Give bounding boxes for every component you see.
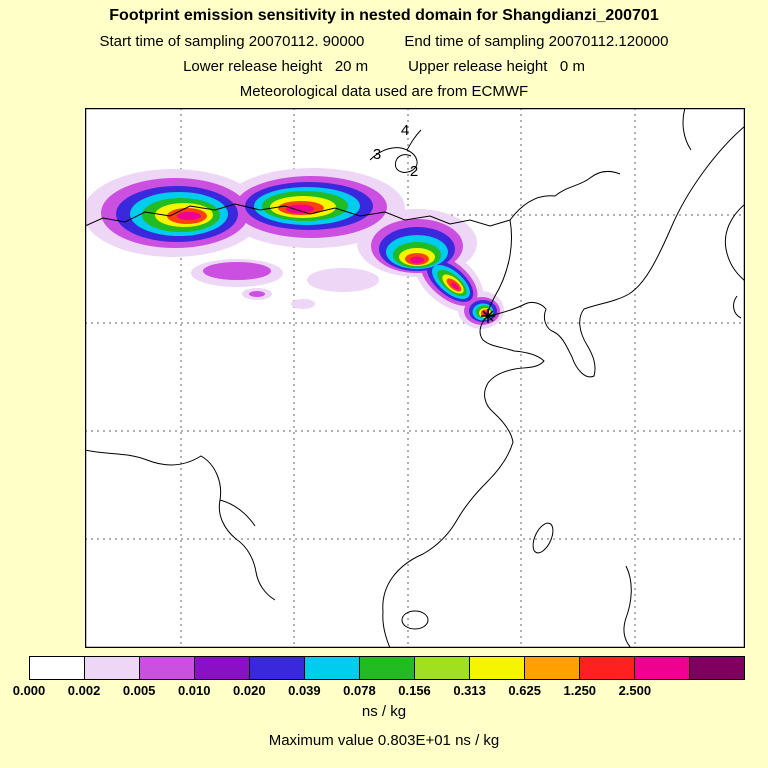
max-value-label: Maximum value 0.803E+01 ns / kg xyxy=(268,732,500,749)
map-frame xyxy=(85,108,745,648)
colorbar-cell xyxy=(139,657,194,679)
colorbar-tick-label: 0.313 xyxy=(453,683,486,698)
trajectory-label-2: 2 xyxy=(410,163,418,180)
colorbar-tick-label: 0.625 xyxy=(508,683,541,698)
colorbar-tick-label: 2.500 xyxy=(618,683,652,698)
trajectory-labels: 4 3 2 xyxy=(373,122,418,180)
colorbar-tick-label: 0.000 xyxy=(12,683,46,698)
colorbar: 0.000 0.002 0.005 0.010 0.020 0.039 0.078 0.156… xyxy=(13,656,745,700)
colorbar-tick-label: 0.002 xyxy=(67,683,101,698)
upper-release-height-text: Upper release height 0 m xyxy=(408,58,585,75)
colorbar-cell xyxy=(84,657,139,679)
footprint-map: 4 3 2 xyxy=(85,108,745,648)
colorbar-unit-label: ns / kg xyxy=(361,703,407,720)
trajectory-label-4: 4 xyxy=(401,122,409,139)
colorbar-tick-label: 0.005 xyxy=(122,683,156,698)
colorbar-cell xyxy=(524,657,579,679)
trajectory-label-3: 3 xyxy=(373,146,381,163)
release-height-line: Lower release height 20 m Upper release … xyxy=(0,58,768,75)
trajectory-line xyxy=(369,129,422,173)
receptor-star-icon xyxy=(481,309,495,323)
colorbar-cell xyxy=(414,657,469,679)
figure-header: Footprint emission sensitivity in nested… xyxy=(0,0,768,100)
colorbar-cell xyxy=(579,657,634,679)
colorbar-cell xyxy=(30,657,84,679)
colorbar-ticks: 0.000 0.002 0.005 0.010 0.020 0.039 0.078 0.156… xyxy=(13,683,745,700)
met-data-text: Meteorological data used are from ECMWF xyxy=(239,83,529,100)
colorbar-cells xyxy=(29,656,745,680)
colorbar-cell xyxy=(194,657,249,679)
start-time-text: Start time of sampling 20070112. 90000 xyxy=(99,33,365,50)
figure-title: Footprint emission sensitivity in nested… xyxy=(109,7,659,24)
colorbar-tick-label: 0.156 xyxy=(398,683,431,698)
colorbar-tick-label: 0.078 xyxy=(343,683,376,698)
colorbar-tick-label: 0.020 xyxy=(233,683,266,698)
end-time-text: End time of sampling 20070112.120000 xyxy=(404,33,669,50)
colorbar-tick-label: 0.010 xyxy=(177,683,211,698)
colorbar-cell xyxy=(249,657,304,679)
colorbar-cell xyxy=(359,657,414,679)
colorbar-cell xyxy=(689,657,744,679)
sampling-time-line: Start time of sampling 20070112. 90000 E… xyxy=(0,33,768,50)
colorbar-cell xyxy=(469,657,524,679)
colorbar-tick-label: 0.039 xyxy=(288,683,321,698)
colorbar-cell xyxy=(634,657,689,679)
colorbar-tick-label: 1.250 xyxy=(563,683,597,698)
met-data-line: Meteorological data used are from ECMWF xyxy=(0,83,768,100)
coastlines xyxy=(86,109,744,647)
plume-level-magenta xyxy=(177,204,489,316)
lower-release-height-text: Lower release height 20 m xyxy=(183,58,369,75)
colorbar-cell xyxy=(304,657,359,679)
